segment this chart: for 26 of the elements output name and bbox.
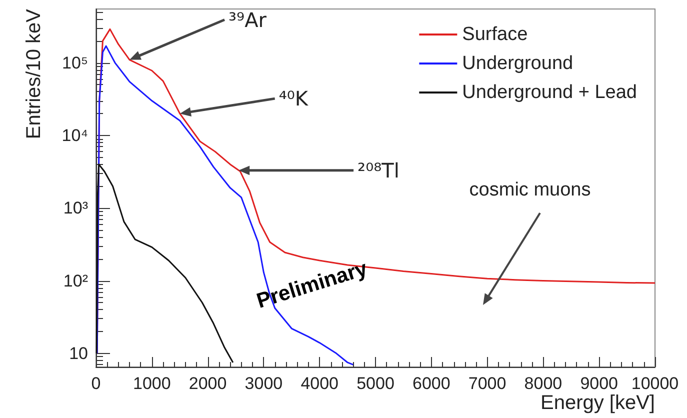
annotation: ⁴⁰K: [278, 86, 309, 111]
x-tick-label: 1000: [132, 374, 171, 393]
x-tick-label: 5000: [356, 374, 394, 393]
x-axis-title: Energy [keV]: [540, 392, 655, 414]
legend-label: Underground + Lead: [462, 82, 638, 103]
y-tick-label: 10⁴: [62, 126, 88, 145]
x-tick-label: 3000: [244, 374, 283, 393]
x-tick-label: 8000: [524, 374, 562, 393]
x-tick-label: 4000: [300, 374, 339, 393]
x-tick-label: 6000: [412, 374, 450, 393]
x-tick-label: 9000: [580, 374, 618, 393]
annotation: ²⁰⁸Tl: [358, 158, 400, 182]
annotation: cosmic muons: [469, 180, 591, 200]
y-tick-label: 10: [69, 344, 88, 363]
y-tick-label: 10⁵: [62, 53, 88, 72]
x-tick-label: 7000: [468, 374, 506, 393]
legend-label: Surface: [462, 24, 528, 45]
line-series: [96, 164, 234, 364]
legend-label: Underground: [462, 53, 574, 74]
x-tick-label: 10000: [631, 374, 679, 393]
y-tick-label: 10²: [63, 271, 88, 290]
y-tick-label: 10³: [63, 198, 88, 218]
x-tick-label: 0: [91, 374, 101, 393]
x-tick-label: 2000: [188, 374, 227, 393]
annotation: ³⁹Ar: [228, 8, 268, 32]
y-axis-title: Entries/10 keV: [23, 8, 45, 140]
